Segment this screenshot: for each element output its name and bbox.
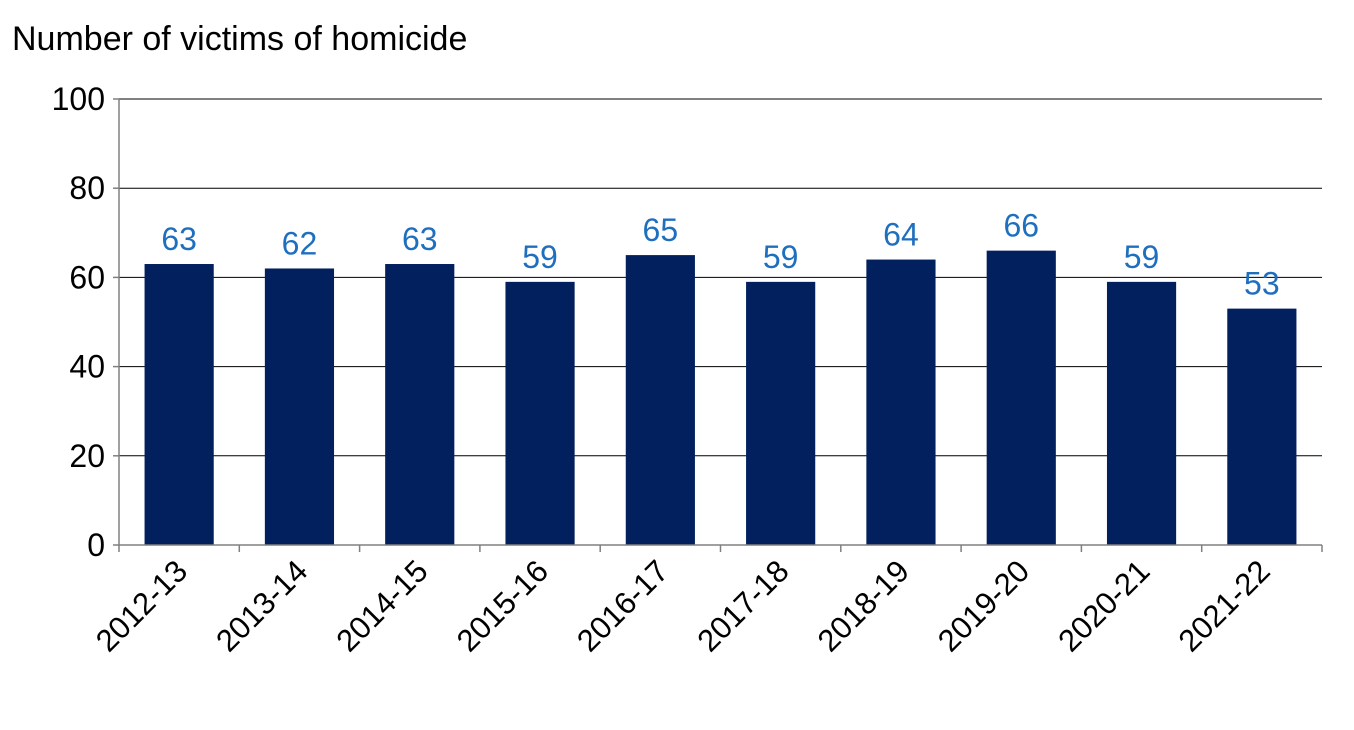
data-label: 63 [402, 221, 438, 257]
x-tick-label: 2014-15 [329, 553, 434, 658]
x-axis-ticks: 2012-13 2013-14 2014-15 2015-16 2016-17 2017-… [89, 553, 1277, 658]
x-tick-label: 2017-18 [690, 553, 795, 658]
x-tick-label: 2012-13 [89, 553, 194, 658]
y-tick-label: 80 [69, 170, 105, 206]
data-label: 62 [282, 225, 318, 261]
bar [1106, 281, 1177, 545]
y-tick-label: 100 [52, 81, 105, 117]
x-tick-label: 2015-16 [450, 553, 555, 658]
bar [866, 259, 936, 545]
data-label: 63 [161, 221, 197, 257]
bar [505, 281, 575, 545]
bar [986, 250, 1056, 545]
y-tick-label: 20 [69, 438, 105, 474]
x-tick-label: 2018-19 [811, 553, 916, 658]
bars [144, 250, 1297, 545]
data-label: 53 [1244, 266, 1280, 302]
data-label: 59 [763, 239, 799, 275]
x-tick-label: 2021-22 [1172, 553, 1277, 658]
x-tick-label: 2019-20 [931, 553, 1036, 658]
data-label: 65 [643, 212, 679, 248]
x-tick-label: 2016-17 [570, 553, 675, 658]
bar [746, 281, 816, 545]
y-tick-label: 60 [69, 259, 105, 295]
bar [385, 264, 455, 545]
data-label: 59 [1124, 239, 1160, 275]
bar [264, 268, 335, 545]
data-label: 59 [522, 239, 558, 275]
y-axis-ticks: 0 20 40 60 80 100 [52, 81, 105, 563]
bar [1227, 308, 1297, 545]
data-label: 66 [1003, 208, 1039, 244]
bar [144, 264, 214, 545]
x-tick-label: 2020-21 [1051, 553, 1156, 658]
bar [625, 255, 695, 545]
data-label: 64 [883, 217, 919, 253]
y-tick-label: 0 [87, 527, 105, 563]
data-labels: 63 62 63 59 65 59 64 66 59 53 [161, 208, 1279, 302]
axes [113, 98, 1323, 552]
x-tick-label: 2013-14 [209, 553, 314, 658]
chart-title: Number of victims of homicide [12, 20, 467, 58]
y-tick-label: 40 [69, 349, 105, 385]
